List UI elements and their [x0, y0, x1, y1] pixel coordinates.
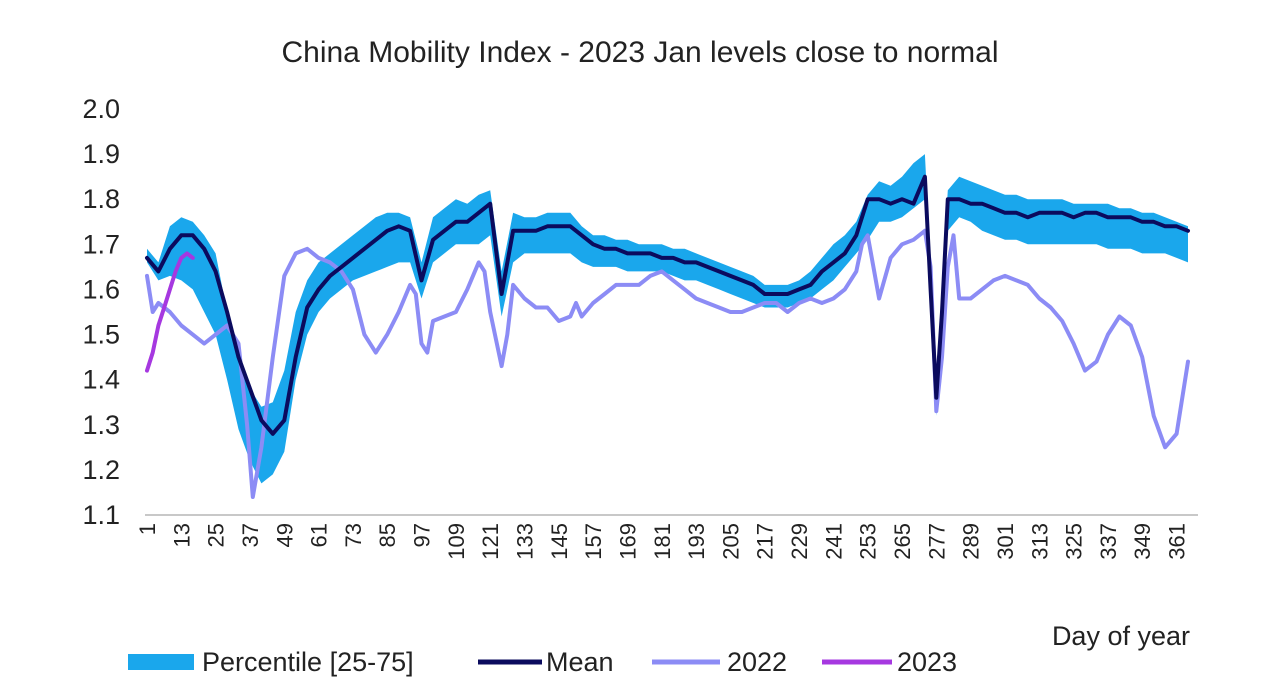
x-tick-label: 325	[1062, 523, 1087, 560]
x-tick-label: 25	[204, 523, 229, 547]
y-axis: 2.0 1.9 1.8 1.7 1.6 1.5 1.4 1.3 1.2 1.1	[82, 94, 120, 530]
x-tick-label: 37	[238, 523, 263, 547]
y-tick-label: 1.3	[82, 410, 120, 440]
series-line-mean	[145, 174, 1190, 436]
x-tick-label: 337	[1096, 523, 1121, 560]
x-tick-label: 61	[307, 523, 332, 547]
y-tick-label: 1.4	[82, 365, 120, 395]
y-tick-label: 1.7	[82, 229, 120, 259]
legend-label-mean: Mean	[546, 647, 614, 677]
legend-label-percentile: Percentile [25-75]	[202, 647, 414, 677]
y-tick-label: 1.1	[82, 500, 120, 530]
x-axis-label: Day of year	[1052, 621, 1190, 651]
x-tick-label: 169	[616, 523, 641, 560]
x-tick-label: 217	[753, 523, 778, 560]
x-tick-label: 13	[169, 523, 194, 547]
x-tick-label: 109	[444, 523, 469, 560]
y-tick-label: 1.9	[82, 139, 120, 169]
x-tick-label: 133	[513, 523, 538, 560]
y-tick-label: 2.0	[82, 94, 120, 124]
x-tick-label: 361	[1165, 523, 1190, 560]
x-tick-label: 85	[375, 523, 400, 547]
x-tick-label: 241	[821, 523, 846, 560]
x-tick-label: 205	[718, 523, 743, 560]
y-tick-label: 1.6	[82, 274, 120, 304]
y-tick-label: 1.5	[82, 320, 120, 350]
x-tick-label: 229	[787, 523, 812, 560]
y-tick-label: 1.8	[82, 184, 120, 214]
x-tick-label: 1	[135, 523, 160, 535]
chart-title: China Mobility Index - 2023 Jan levels c…	[281, 36, 998, 69]
x-tick-label: 49	[272, 523, 297, 547]
x-tick-label: 157	[581, 523, 606, 560]
x-axis: 1 13 25 37 49 61 73 85 97 109 121 133 145 157 169 181 19…	[135, 523, 1190, 560]
legend-label-2023: 2023	[897, 647, 957, 677]
y-tick-label: 1.2	[82, 455, 120, 485]
x-tick-label: 73	[341, 523, 366, 547]
x-tick-label: 193	[684, 523, 709, 560]
legend: Percentile [25-75] Mean 2022 2023	[128, 647, 957, 677]
x-tick-label: 145	[547, 523, 572, 560]
x-tick-label: 277	[924, 523, 949, 560]
x-tick-label: 97	[410, 523, 435, 547]
x-tick-label: 253	[856, 523, 881, 560]
x-tick-label: 289	[959, 523, 984, 560]
legend-swatch-percentile	[128, 654, 194, 670]
x-tick-label: 301	[993, 523, 1018, 560]
series-line-2023	[145, 251, 195, 373]
x-tick-label: 265	[890, 523, 915, 560]
series-line-2022	[145, 228, 1190, 499]
plot-area	[145, 154, 1190, 499]
x-tick-label: 349	[1130, 523, 1155, 560]
x-tick-label: 313	[1027, 523, 1052, 560]
x-tick-label: 181	[650, 523, 675, 560]
legend-label-2022: 2022	[727, 647, 787, 677]
x-tick-label: 121	[478, 523, 503, 560]
